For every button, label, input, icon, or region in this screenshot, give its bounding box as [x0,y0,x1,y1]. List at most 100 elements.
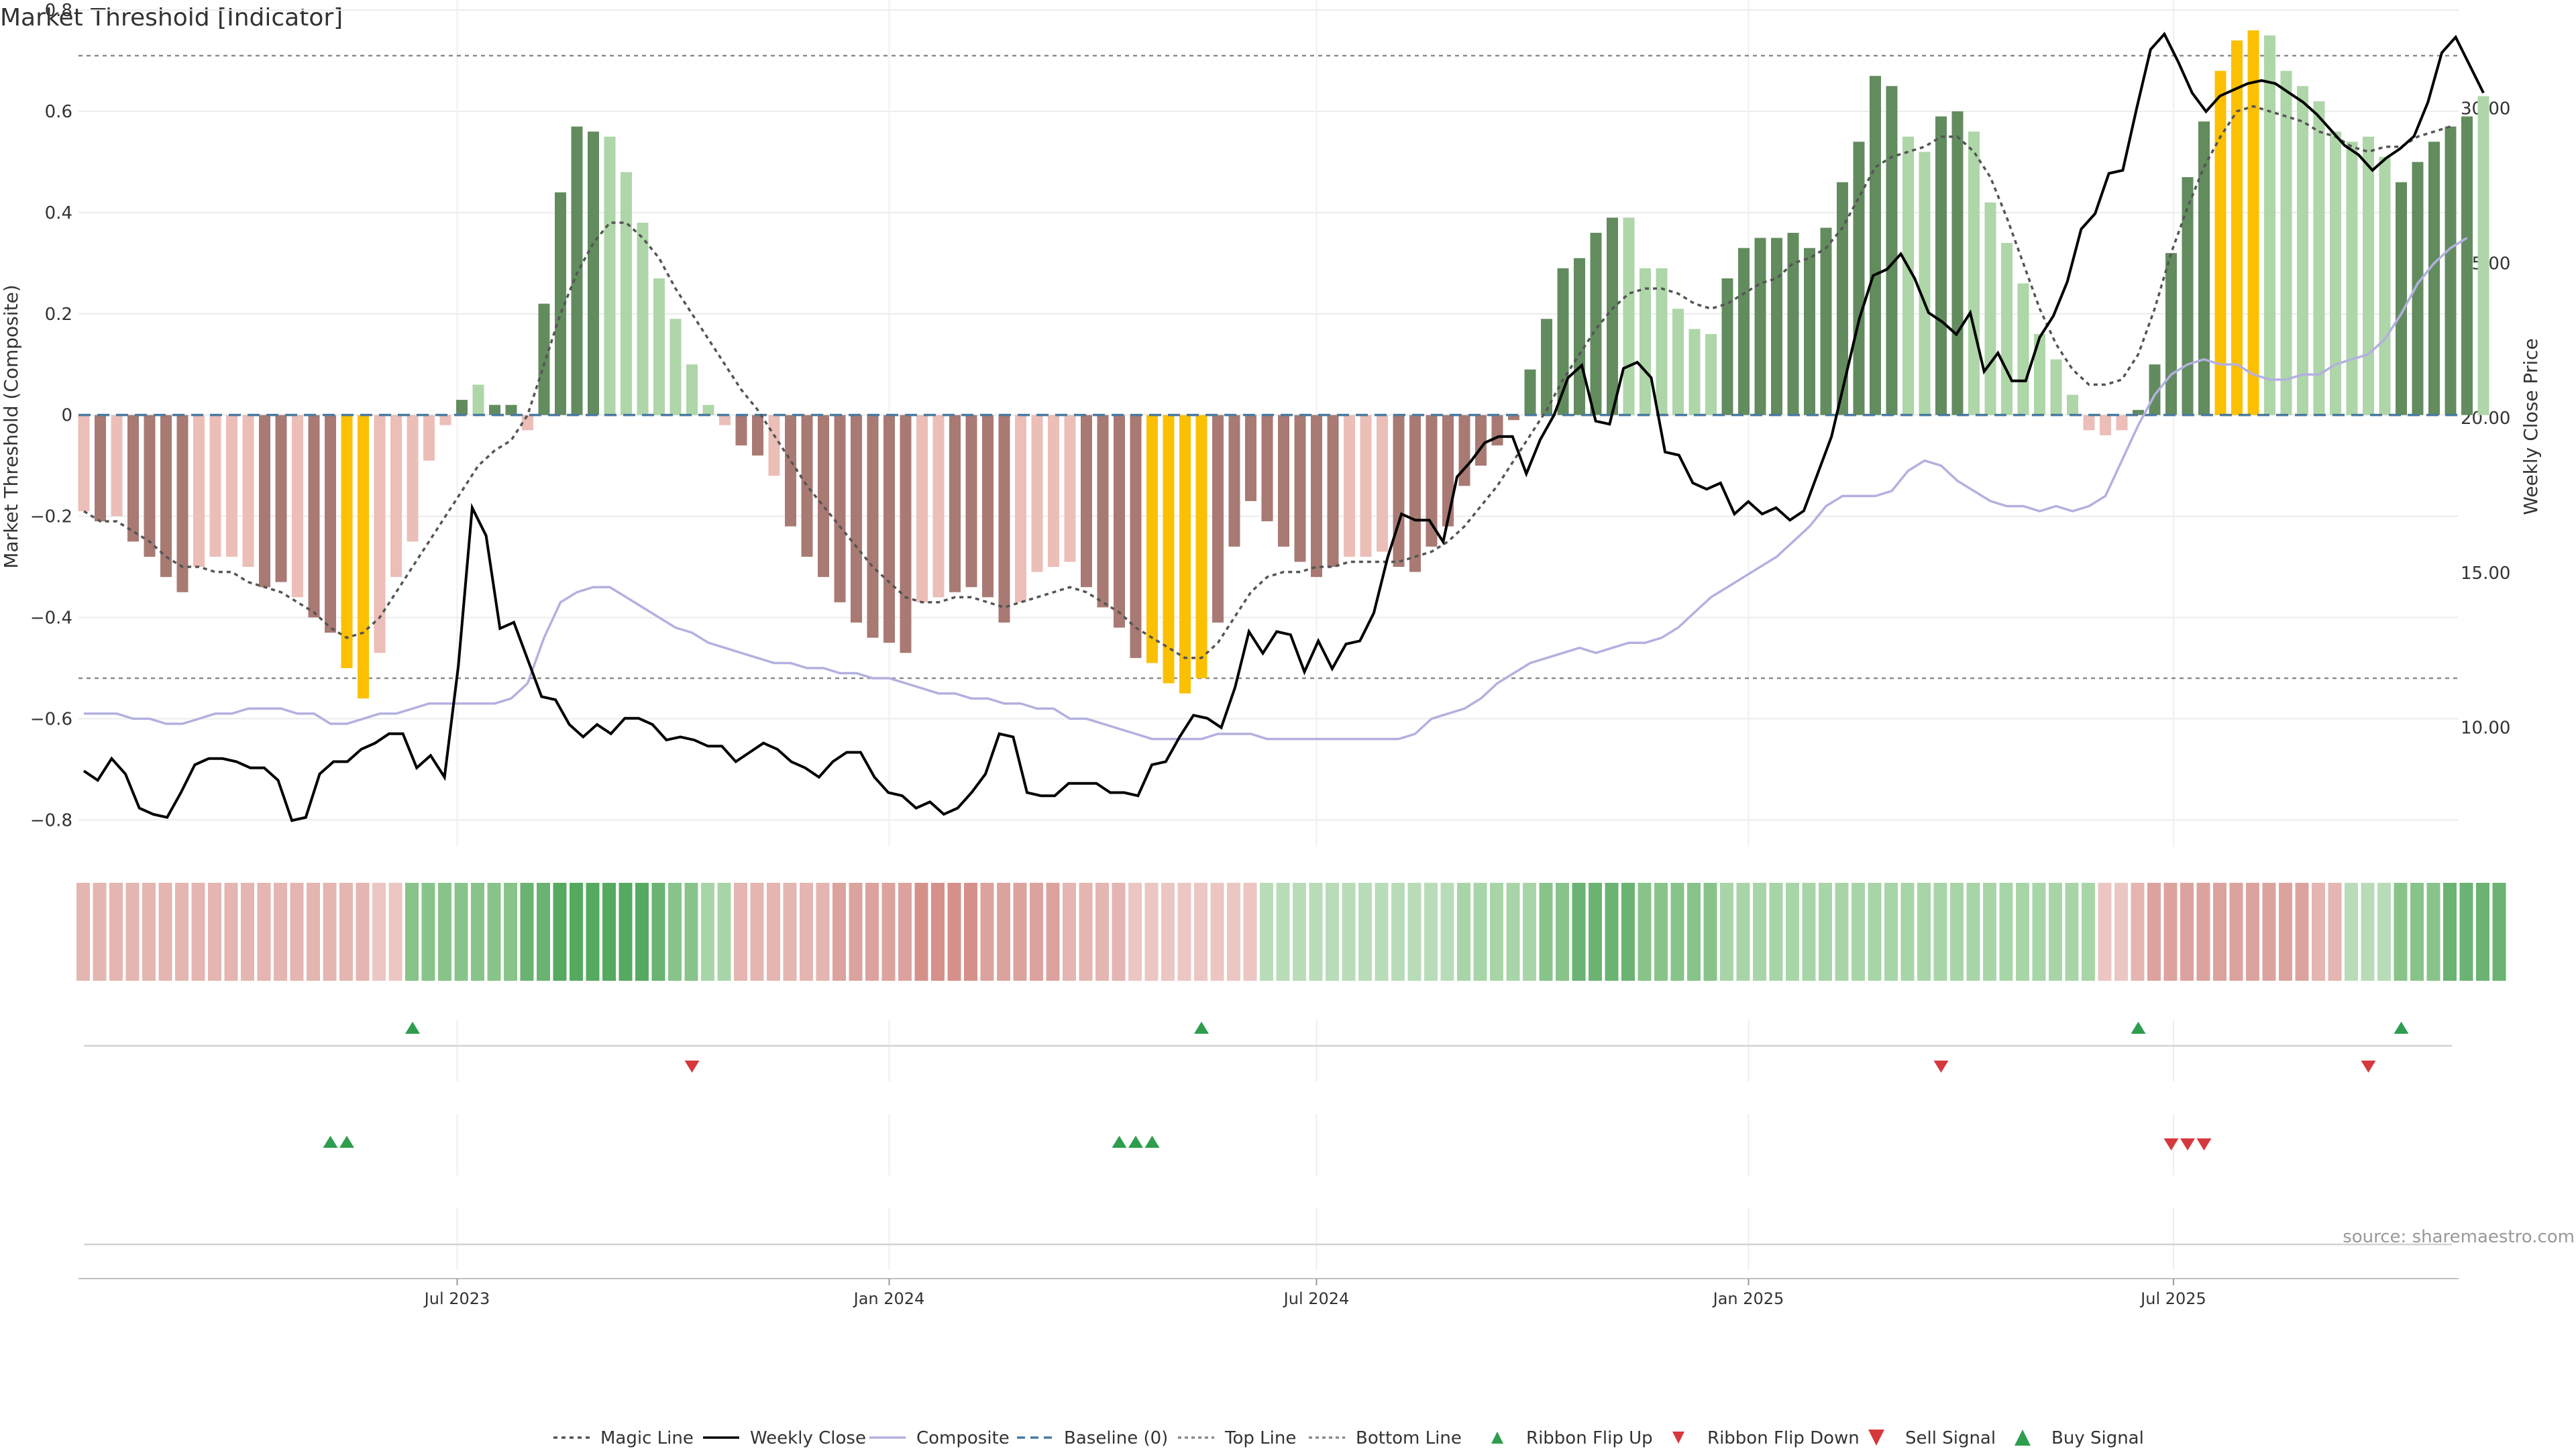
ribbon-cell [1243,883,1257,981]
composite-bar [2116,415,2128,431]
ribbon-cell [2246,883,2259,981]
ribbon-cell [2082,883,2095,981]
composite-bar [1409,415,1421,572]
composite-bars [78,30,2489,699]
ribbon-cell [849,883,863,981]
ribbon-cell [1917,883,1931,981]
composite-bar [1771,237,1782,415]
ribbon-cell [1720,883,1733,981]
composite-bar [735,415,747,445]
ribbon-cell [339,883,353,981]
composite-bar [226,415,237,557]
composite-bar [489,405,500,415]
x-tick-label: Jan 2024 [853,1289,925,1308]
ribbon-cell [2279,883,2292,981]
composite-bar [2083,415,2095,431]
chart-title: Market Threshold [Indicator] [0,4,343,32]
ribbon-cell [2295,883,2309,981]
ribbon-flip-up-marker [2394,1022,2409,1034]
ribbon-cell [2163,883,2178,981]
composite-bar [2214,70,2226,415]
composite-bar [932,415,945,598]
composite-bar [209,415,221,557]
source-note: source: sharemaestro.com [2343,1227,2575,1247]
sell-signal-marker [2196,1138,2212,1150]
ribbon-cell [372,883,386,981]
composite-bar [785,415,796,527]
ribbon-cell [816,883,830,981]
ribbon-flip-up-marker [1194,1022,1209,1034]
composite-bar [1886,86,1898,415]
ribbon-cell [1670,883,1684,981]
ribbon-cell [997,883,1010,981]
composite-bar [1081,415,1092,588]
composite-bar [95,415,106,522]
ribbon-cell [2147,883,2161,981]
ribbon-cell [800,883,813,981]
composite-bar [423,415,435,461]
buy-signal-marker [1128,1136,1143,1148]
composite-bar [2379,156,2391,415]
ribbon-flip-down-markers [684,1061,2376,1073]
ribbon-cell [2459,883,2473,981]
ribbon-cell [76,883,90,981]
ribbon-cell [2114,883,2128,981]
composite-bar [1524,369,1536,415]
ribbon-cell [2410,883,2424,981]
composite-bar [2017,283,2029,415]
composite-bar [1179,415,1191,694]
ribbon-cell [1095,883,1109,981]
legend-label: Sell Signal [1905,1428,1996,1448]
composite-bar [998,415,1010,623]
composite-bar [1426,415,1438,547]
ribbon-cell [1835,883,1849,981]
ribbon-cell [980,883,994,981]
composite-bar [472,384,484,415]
ribbon-cell [2180,883,2194,981]
ribbon-cell [1358,883,1372,981]
ribbon-cell [1999,883,2013,981]
ribbon-cell [208,883,221,981]
ribbon-cell [881,883,896,981]
legend-label: Top Line [1224,1428,1296,1448]
ribbon-cell [356,883,370,981]
legend-label: Buy Signal [2051,1428,2144,1448]
composite-bar [2428,142,2440,415]
composite-bar [1360,415,1372,557]
composite-bar [358,415,369,699]
ribbon-cell [750,883,764,981]
ribbon-cell [1769,883,1783,981]
ribbon-cell [1966,883,1980,981]
ribbon-cell [1933,883,1947,981]
y-tick-label: −0.4 [30,608,72,628]
y2-axis-label: Weekly Close Price [2520,338,2542,515]
legend-label: Magic Line [600,1428,694,1448]
composite-bar [2231,40,2243,415]
ribbon-cell [1161,883,1175,981]
composite-bar [1541,319,1552,415]
composite-bar [1984,202,1996,415]
composite-bar [1212,415,1224,623]
composite-bar [325,415,336,633]
composite-bar [801,415,813,557]
ribbon-cell [2049,883,2062,981]
ribbon-cell [1703,883,1717,981]
composite-bar [1968,131,1980,415]
ribbon-cell [701,883,714,981]
ribbon-cell [717,883,731,981]
sell-signal-markers [2163,1138,2212,1150]
buy-signal-marker [1144,1136,1160,1148]
legend-swatch [1868,1430,1884,1446]
ribbon-cell [290,883,304,981]
ribbon-cell [2131,883,2145,981]
ribbon-cell [388,883,402,981]
ribbon-cell [1851,883,1865,981]
legend-label: Baseline (0) [1064,1428,1168,1448]
ribbon-cell [1063,883,1076,981]
composite-bar [883,415,895,643]
ribbon-cell [487,883,501,981]
ribbon-cell [1589,883,1602,981]
ribbon-cell [1819,883,1832,981]
composite-bar [2100,415,2111,435]
composite-bar [1787,233,1799,415]
